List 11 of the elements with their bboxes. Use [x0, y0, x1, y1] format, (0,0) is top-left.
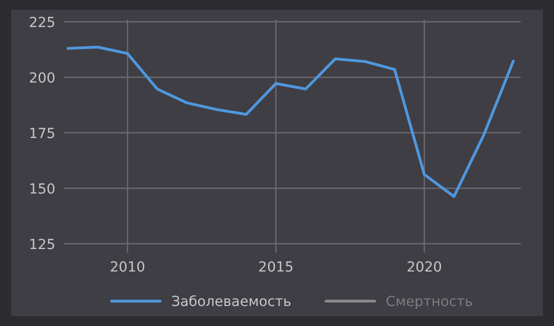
y-tick-label: 200	[30, 72, 54, 83]
x-tick-label: 2015	[259, 261, 292, 272]
y-tick-label: 125	[30, 238, 54, 250]
legend-label: Смертность	[386, 296, 472, 309]
y-tick-label: 225	[30, 16, 54, 28]
x-tick-label: 2020	[408, 261, 442, 272]
line-series	[66, 46, 515, 198]
x-tick-label: 2010	[110, 261, 144, 272]
y-tick-label: 150	[30, 183, 54, 194]
y-tick-label: 175	[30, 128, 54, 138]
legend-label: Заболеваемость	[172, 295, 291, 306]
